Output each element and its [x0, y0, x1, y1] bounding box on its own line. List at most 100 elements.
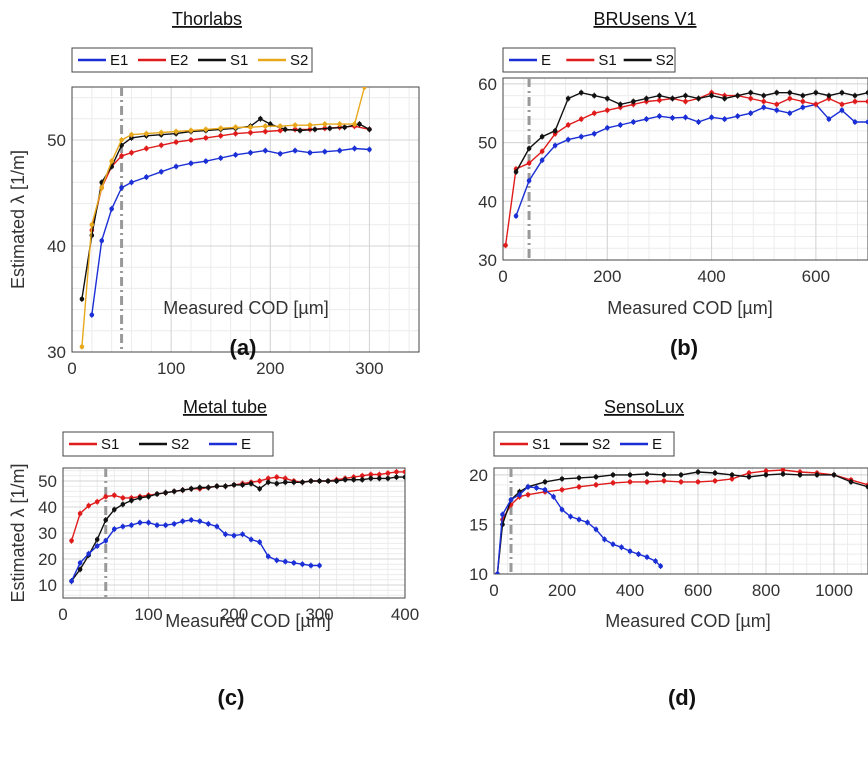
- data-point: [593, 474, 599, 480]
- data-point: [203, 158, 209, 164]
- plot-area: [494, 468, 868, 574]
- data-point: [300, 561, 305, 567]
- data-point: [158, 130, 164, 135]
- data-point: [206, 485, 211, 490]
- data-point: [342, 477, 348, 483]
- data-point: [657, 98, 662, 103]
- data-point: [735, 113, 740, 119]
- data-point: [307, 150, 313, 156]
- panel-label: (b): [670, 335, 698, 360]
- data-point: [283, 559, 288, 564]
- data-point: [780, 471, 786, 477]
- axes-frame: [62, 467, 406, 599]
- data-point: [218, 155, 224, 161]
- x-tick-label: 600: [802, 267, 830, 286]
- chart-panel-3: Metal tube 0 100 200 300 400 10 20 30 40 50 Measure…: [8, 397, 419, 710]
- data-point: [565, 122, 571, 128]
- data-point: [678, 479, 684, 485]
- x-tick-label: 300: [355, 359, 383, 378]
- data-point: [831, 472, 837, 478]
- data-layer: [503, 78, 868, 260]
- data-point: [248, 150, 253, 156]
- data-point: [89, 222, 95, 228]
- data-point: [257, 478, 262, 484]
- data-point: [526, 160, 532, 166]
- data-point: [525, 484, 531, 490]
- data-point: [69, 578, 74, 584]
- data-point: [163, 522, 168, 528]
- data-point: [69, 538, 74, 544]
- data-point: [748, 96, 753, 101]
- data-point: [89, 312, 95, 318]
- data-point: [722, 96, 727, 101]
- data-point: [661, 472, 667, 478]
- data-point: [103, 494, 109, 499]
- data-point: [526, 146, 532, 151]
- legend-label: S2: [171, 436, 189, 453]
- data-point: [265, 554, 271, 559]
- data-point: [322, 149, 328, 154]
- data-layer: [69, 468, 405, 598]
- data-point: [839, 107, 845, 113]
- data-point: [712, 478, 718, 484]
- data-point: [258, 116, 263, 122]
- data-point: [591, 131, 597, 137]
- x-tick-label: 1000: [815, 581, 853, 600]
- data-point: [604, 107, 610, 113]
- data-point: [233, 124, 238, 130]
- data-point: [77, 567, 83, 572]
- data-point: [619, 544, 624, 550]
- data-point: [119, 185, 124, 190]
- y-axis-label: Estimated λ [1/m]: [8, 150, 28, 289]
- x-tick-label: 400: [697, 267, 725, 286]
- data-point: [233, 152, 238, 158]
- data-point: [712, 470, 718, 476]
- data-point: [77, 511, 83, 516]
- data-point: [129, 132, 134, 137]
- data-point: [146, 494, 151, 499]
- data-point: [109, 206, 114, 212]
- data-point: [526, 178, 532, 184]
- data-point: [263, 123, 268, 129]
- data-point: [327, 126, 333, 131]
- series-line: [515, 91, 868, 173]
- data-point: [542, 487, 548, 493]
- data-point: [283, 476, 288, 481]
- data-point: [158, 143, 164, 148]
- legend-label: S2: [592, 436, 610, 453]
- data-point: [797, 472, 803, 478]
- data-point: [86, 503, 91, 509]
- data-point: [233, 131, 238, 136]
- data-point: [761, 105, 767, 110]
- legend: E S1 S2: [502, 47, 676, 73]
- data-point: [503, 243, 508, 248]
- x-axis-label: Measured COD [µm]: [165, 611, 330, 631]
- chart-title: Metal tube: [183, 397, 267, 417]
- data-point: [627, 472, 633, 478]
- data-point: [163, 490, 168, 496]
- data-point: [865, 99, 868, 104]
- data-point: [300, 480, 305, 485]
- data-point: [644, 116, 649, 122]
- data-point: [525, 492, 531, 498]
- data-point: [274, 474, 280, 480]
- data-point: [218, 133, 224, 139]
- x-tick-label: 800: [752, 581, 780, 600]
- data-point: [112, 493, 117, 498]
- x-tick-label: 0: [498, 267, 507, 286]
- data-point: [367, 127, 372, 132]
- data-point: [568, 514, 573, 519]
- data-point: [337, 121, 342, 127]
- data-point: [814, 472, 820, 478]
- data-point: [223, 483, 228, 489]
- x-tick-label: 100: [134, 605, 162, 624]
- legend: S1 S2 E: [62, 431, 274, 457]
- data-point: [591, 93, 597, 98]
- data-point: [240, 482, 245, 488]
- data-point: [267, 121, 273, 127]
- data-point: [848, 479, 854, 485]
- data-point: [761, 93, 767, 98]
- data-point: [539, 149, 545, 154]
- data-point: [197, 485, 203, 490]
- data-point: [173, 164, 179, 169]
